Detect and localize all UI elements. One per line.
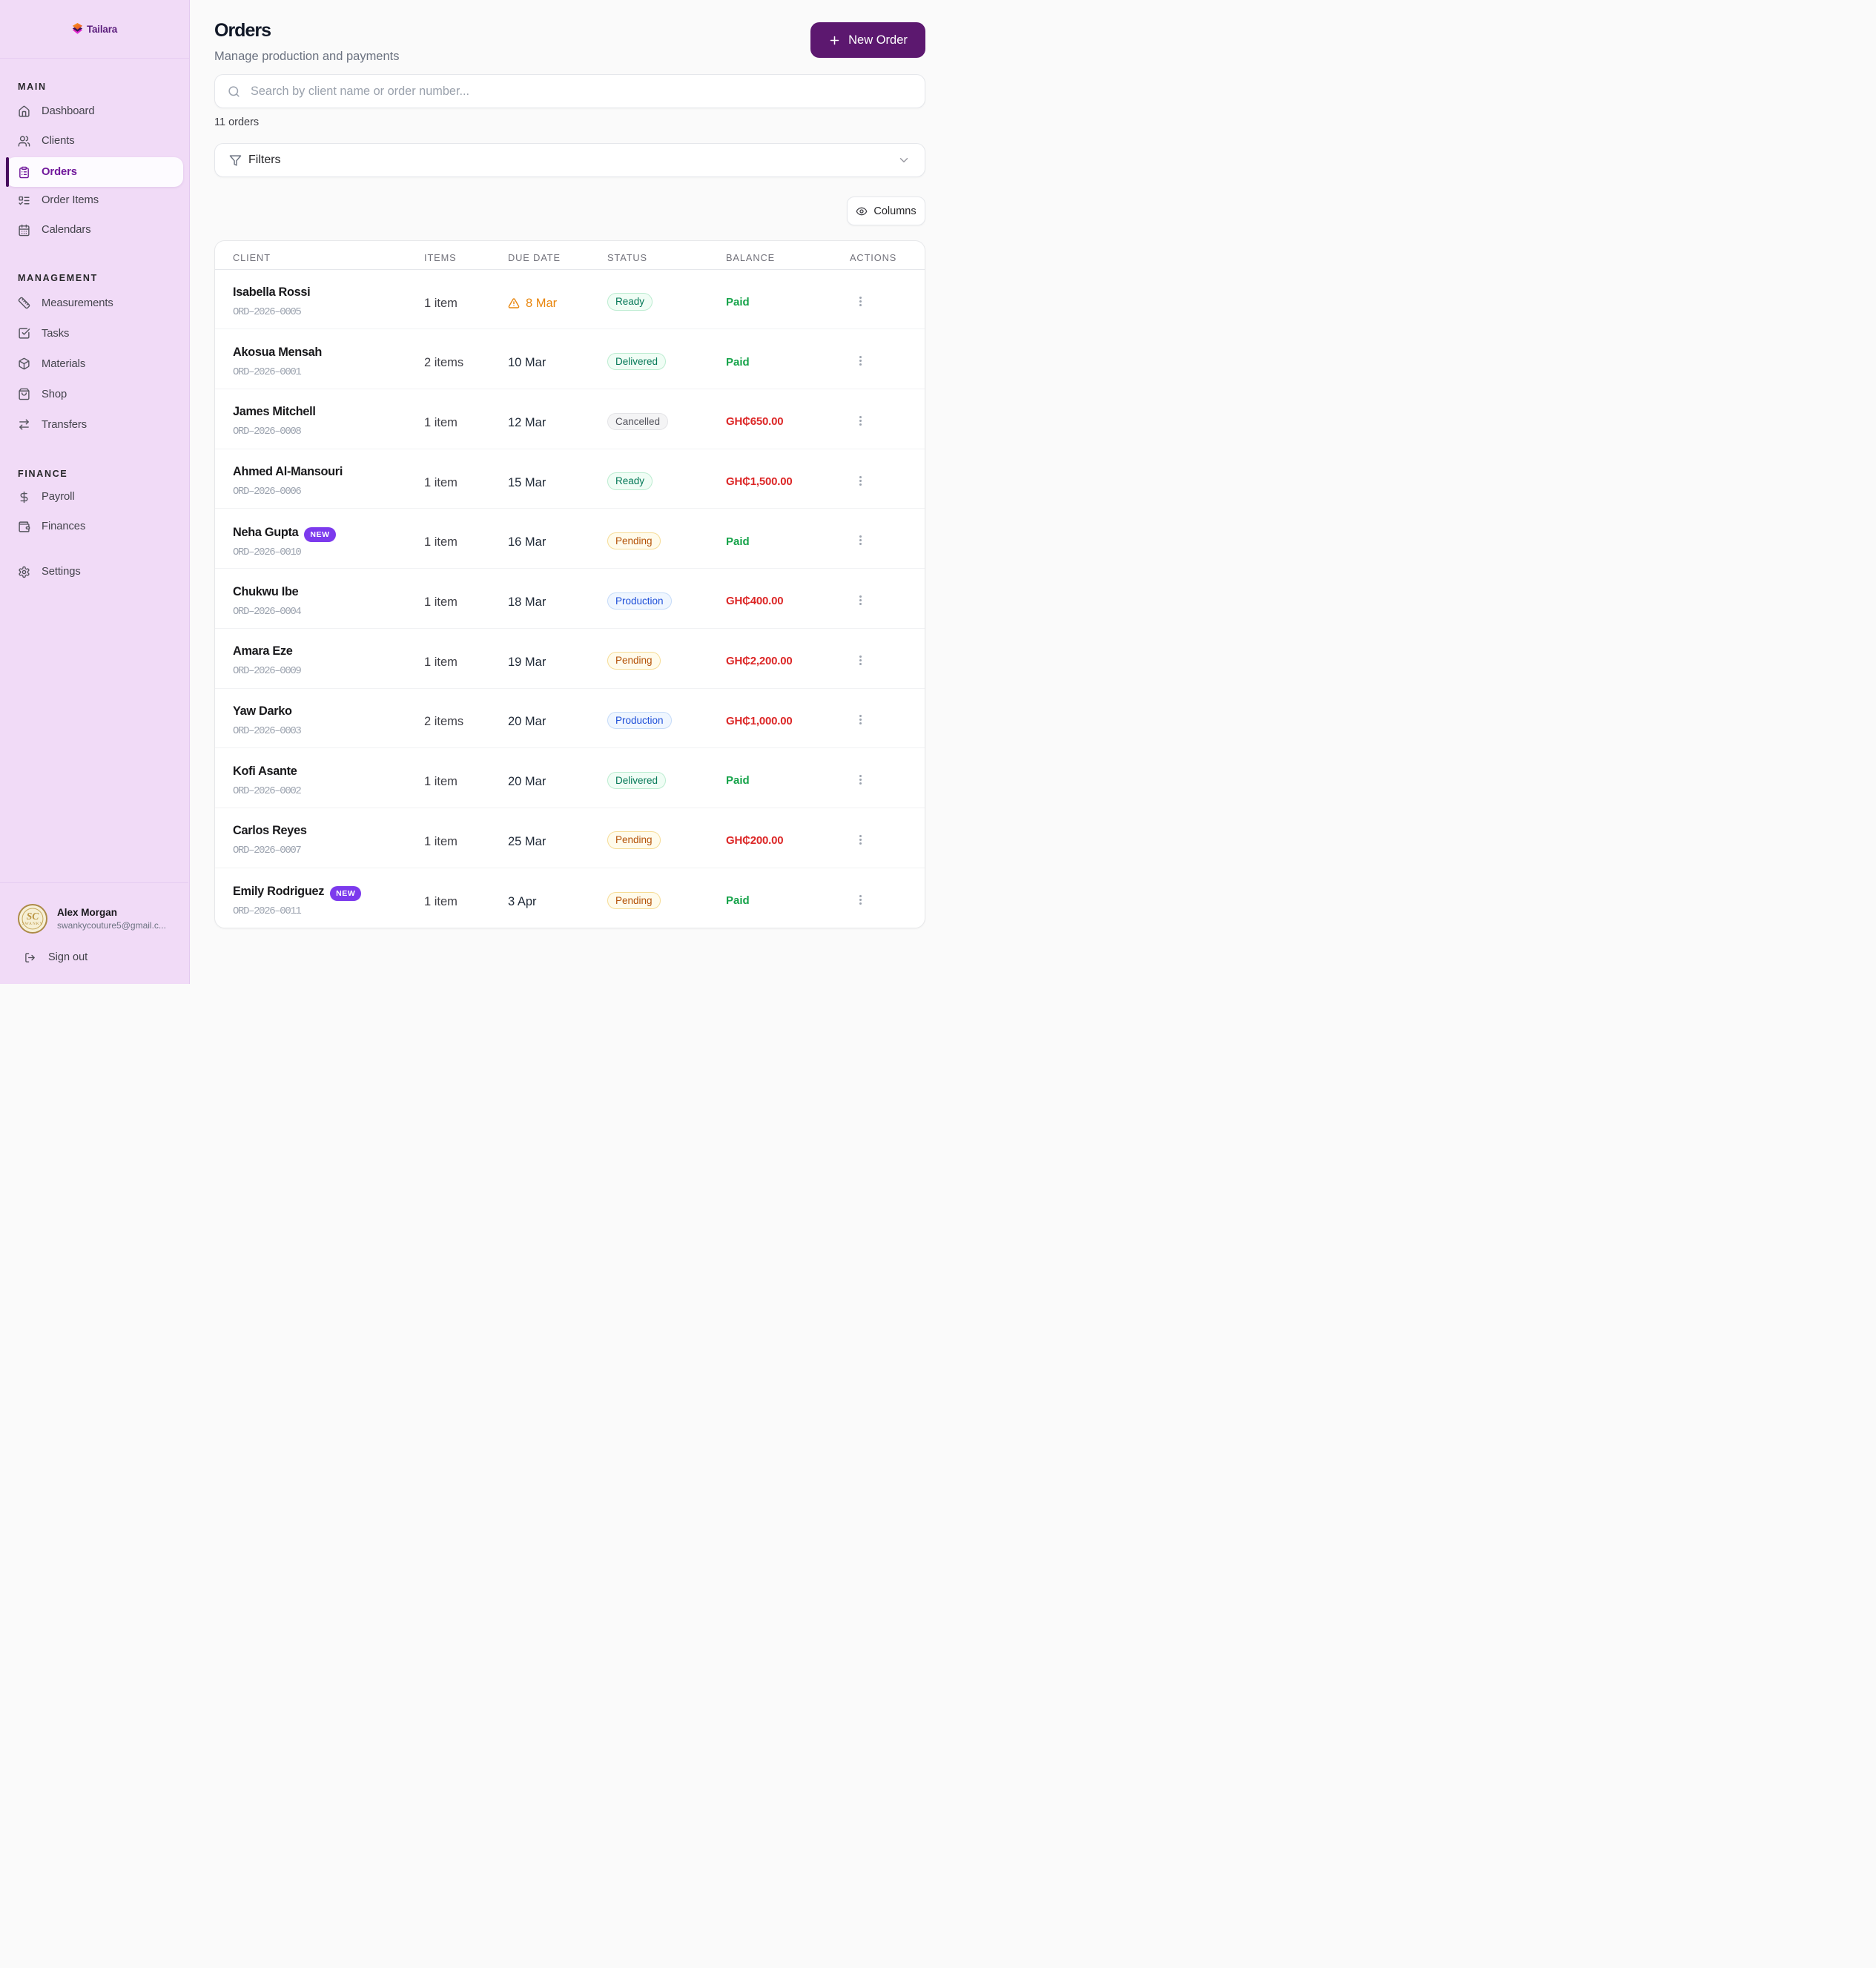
svg-text:SWANKY: SWANKY — [22, 922, 43, 926]
svg-text:SC: SC — [27, 911, 40, 922]
